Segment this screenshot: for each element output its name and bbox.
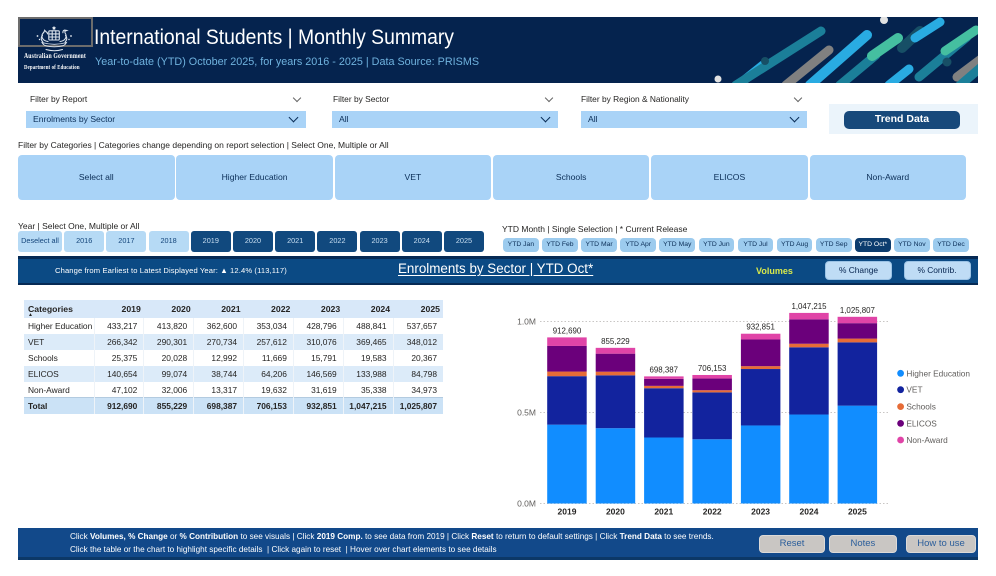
svg-text:706,153: 706,153 — [698, 364, 727, 373]
svg-text:2021: 2021 — [654, 507, 673, 517]
svg-text:1,025,807: 1,025,807 — [840, 306, 875, 315]
svg-text:0.5M: 0.5M — [517, 408, 536, 418]
svg-text:912,690: 912,690 — [553, 326, 582, 335]
svg-text:2019: 2019 — [558, 507, 577, 517]
svg-text:2025: 2025 — [848, 507, 867, 517]
svg-text:932,851: 932,851 — [746, 323, 775, 332]
svg-text:855,229: 855,229 — [601, 337, 630, 346]
svg-text:698,387: 698,387 — [650, 365, 679, 374]
svg-text:VET: VET — [906, 385, 922, 395]
svg-text:2022: 2022 — [703, 507, 722, 517]
svg-text:2020: 2020 — [606, 507, 625, 517]
svg-text:ELICOS: ELICOS — [906, 418, 937, 428]
svg-text:2023: 2023 — [751, 507, 770, 517]
svg-text:1,047,215: 1,047,215 — [791, 302, 827, 311]
svg-text:0.0M: 0.0M — [517, 499, 536, 509]
svg-text:Schools: Schools — [906, 402, 936, 412]
svg-text:2024: 2024 — [800, 507, 819, 517]
svg-text:1.0M: 1.0M — [517, 317, 536, 327]
svg-text:Non-Award: Non-Award — [906, 435, 948, 445]
svg-text:Higher Education: Higher Education — [906, 368, 970, 378]
